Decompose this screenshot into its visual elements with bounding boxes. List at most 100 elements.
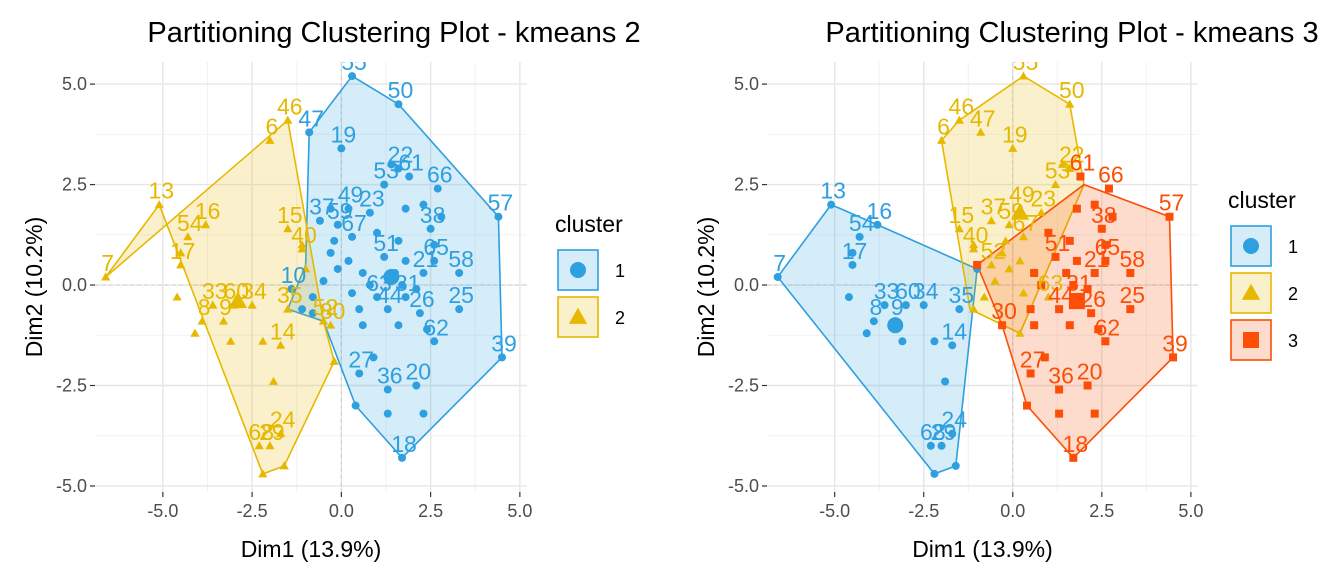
cluster-1-point [383, 305, 392, 314]
cluster-2-point [218, 316, 229, 325]
cluster-1-point [380, 252, 389, 261]
cluster-3-point [1069, 281, 1078, 290]
point-label: 37 [309, 194, 335, 220]
point-label: 7 [101, 250, 114, 276]
point-label: 49 [1009, 182, 1035, 208]
point-label: 31 [1066, 270, 1092, 296]
cluster-1-point [308, 293, 317, 302]
cluster-3-point [1087, 309, 1096, 318]
cluster-1-point [412, 381, 421, 390]
cluster-2-point [1015, 256, 1025, 265]
legend-title: cluster [1228, 187, 1296, 213]
legend-symbol-1 [1243, 238, 1259, 254]
cluster-3-point [1104, 184, 1113, 193]
cluster-1-point [355, 305, 364, 314]
cluster-3-point [1030, 268, 1039, 277]
point-label: 67 [341, 210, 367, 236]
y-tick-label: 5.0 [734, 74, 759, 94]
legend-symbol-2 [568, 307, 588, 324]
point-label: 68 [248, 419, 274, 445]
cluster-1-point [827, 200, 836, 209]
cluster-1-point [437, 212, 446, 221]
cluster-3-point [1083, 381, 1092, 390]
cluster-1-point [430, 337, 439, 346]
cluster-2-point [226, 336, 236, 345]
cluster-1-point [430, 240, 439, 249]
legend: cluster 1 2 3 [1228, 187, 1298, 361]
x-tick-label: 0.0 [1000, 501, 1025, 521]
cluster-3-point [1090, 200, 1099, 209]
y-tick-label: 0.0 [734, 275, 759, 295]
point-label: 27 [1020, 346, 1046, 372]
cluster-1-point [844, 293, 853, 302]
cluster-1-point [848, 260, 857, 269]
y-tick-label: 2.5 [734, 175, 759, 195]
cluster-2-point [329, 356, 339, 365]
point-label: 66 [1098, 162, 1124, 188]
cluster-1-point [394, 236, 403, 245]
cluster-2-point [258, 336, 268, 345]
cluster-2-point [176, 260, 186, 269]
cluster-1-point [358, 321, 367, 330]
point-label: 57 [488, 190, 514, 216]
grid [767, 62, 1198, 492]
point-label: 29 [931, 419, 957, 445]
grid [95, 62, 527, 492]
legend-label-2: 2 [615, 308, 625, 328]
cluster-1-point [898, 337, 907, 346]
cluster-1-point [373, 293, 382, 302]
cluster-2-point [265, 441, 275, 450]
cluster-3-point [1040, 353, 1049, 362]
point-label: 15 [277, 202, 303, 228]
cluster-1-point [401, 293, 410, 302]
cluster-2-point [1001, 236, 1011, 245]
point-label: 39 [491, 330, 517, 356]
legend: cluster 1 2 [555, 211, 625, 338]
cluster-2-point [197, 316, 207, 325]
cluster-3-point [1072, 256, 1081, 265]
cluster-1-point [405, 172, 414, 181]
cluster-1-point [848, 248, 857, 257]
point-label: 8 [869, 294, 882, 320]
cluster-3-point [1094, 325, 1103, 334]
cluster-1-point [344, 204, 353, 213]
point-label: 9 [219, 294, 232, 320]
point-label: 18 [391, 431, 417, 457]
x-tick-label: 2.5 [1089, 501, 1114, 521]
cluster-1-point [326, 248, 335, 257]
legend-symbol-2 [1241, 283, 1261, 300]
cluster-3-point [1101, 337, 1110, 346]
cluster-1-point [401, 256, 410, 265]
cluster-1-point [862, 329, 871, 338]
cluster-1-point [419, 409, 428, 418]
cluster-2-point [283, 304, 293, 313]
point-label: 61 [398, 150, 424, 176]
point-label: 23 [359, 186, 385, 212]
cluster-2-point [968, 244, 979, 253]
cluster-3-point [1026, 305, 1035, 314]
point-label: 37 [981, 194, 1007, 220]
cluster-3-point [1051, 252, 1060, 261]
cluster-1-point [344, 256, 353, 265]
y-axis-label: Dim2 (10.2%) [693, 217, 719, 358]
cluster-2-point [276, 429, 286, 438]
cluster-3-point [1072, 204, 1081, 213]
cluster-2-point [283, 115, 293, 124]
cluster-1-point [373, 228, 382, 237]
cluster-2-point [954, 224, 964, 233]
cluster-2-point [1015, 328, 1025, 337]
point-label: 47 [298, 105, 324, 131]
point-label: 24 [941, 407, 967, 433]
point-label: 33 [874, 278, 900, 304]
point-label: 61 [1070, 150, 1096, 176]
axes: -5.0 -2.5 0.0 2.5 5.0 -5.0 -2.5 0.0 2.5 5.0 [56, 74, 532, 521]
point-label: 53 [1045, 158, 1071, 184]
legend-label-1: 1 [615, 261, 625, 281]
point-label: 65 [1095, 234, 1121, 260]
point-label: 38 [420, 202, 446, 228]
cluster-1-point [930, 469, 939, 478]
cluster-1-point [398, 453, 407, 462]
